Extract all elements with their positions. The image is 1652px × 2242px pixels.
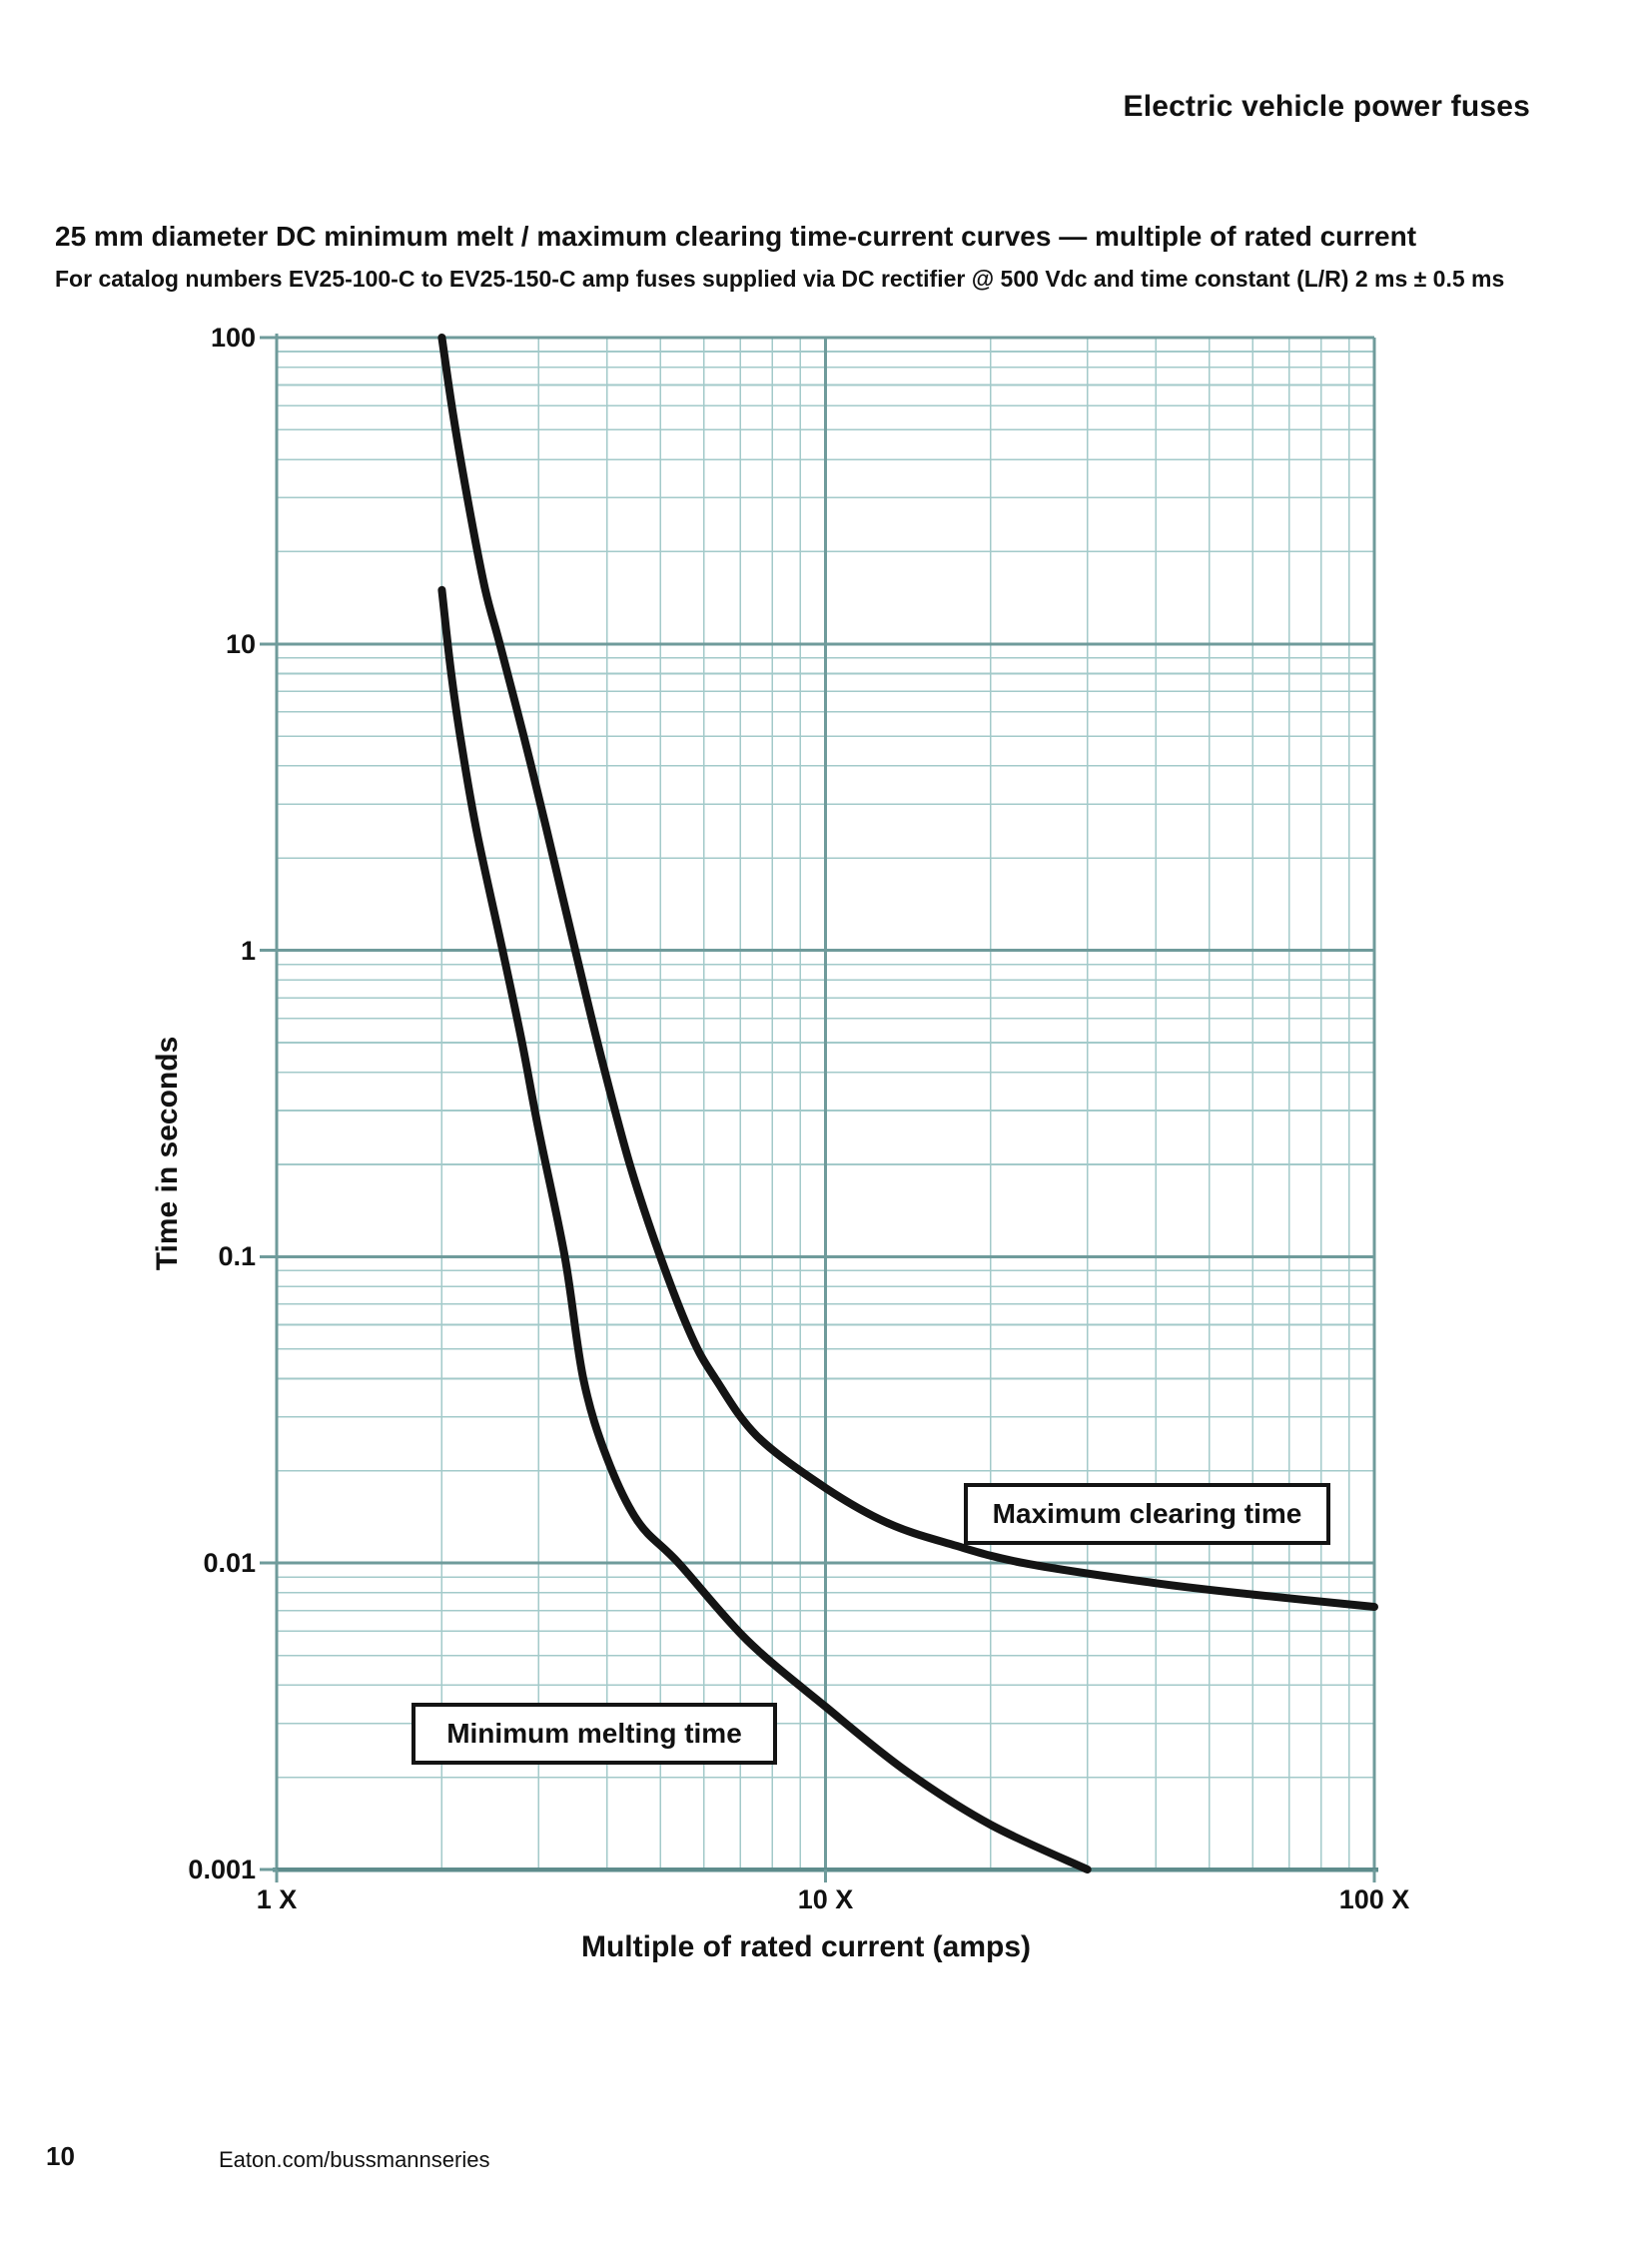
chart-subtitle: For catalog numbers EV25-100-C to EV25-1… <box>55 266 1505 292</box>
page-header: Electric vehicle power fuses <box>1123 90 1530 123</box>
x-tick-label: 1 X <box>256 1884 298 1914</box>
y-tick-label: 0.001 <box>188 1855 256 1884</box>
x-tick-label: 100 X <box>1338 1884 1410 1914</box>
curve-maximum-clearing-time <box>437 334 1378 1611</box>
page-number: 10 <box>46 2141 75 2171</box>
x-axis-title: Multiple of rated current (amps) <box>580 1930 1032 1963</box>
grid <box>260 334 1378 1882</box>
y-tick-label: 0.01 <box>203 1548 256 1579</box>
y-tick-label: 0.1 <box>218 1241 256 1272</box>
curve-label-maximum-clearing-time: Maximum clearing time <box>964 1483 1330 1545</box>
curve-minimum-melting-time <box>437 585 1092 1873</box>
footer-url: Eaton.com/bussmannseries <box>219 2147 490 2172</box>
x-tick-label: 10 X <box>797 1884 854 1914</box>
curve-label-minimum-melting-time: Minimum melting time <box>412 1703 777 1765</box>
curves <box>437 334 1378 1873</box>
chart-title: 25 mm diameter DC minimum melt / maximum… <box>55 221 1417 252</box>
y-axis-title: Time in seconds <box>151 1036 184 1271</box>
y-tick-label: 1 <box>240 935 256 966</box>
y-tick-label: 100 <box>210 323 256 353</box>
y-tick-label: 10 <box>225 628 256 659</box>
